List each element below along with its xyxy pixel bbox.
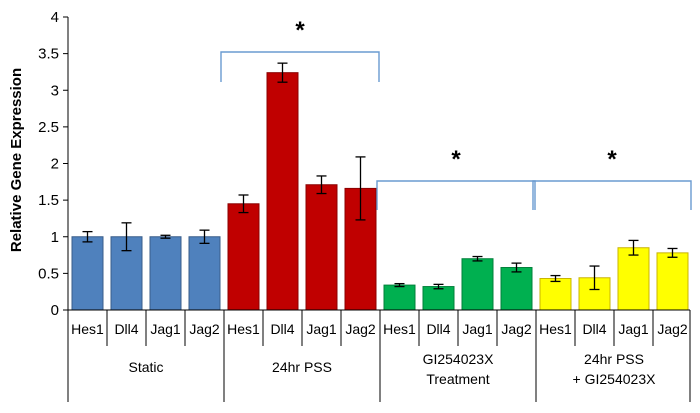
x-group-label: Treatment <box>426 371 489 387</box>
y-tick-label: 1.5 <box>38 192 59 209</box>
x-category-label: Hes1 <box>71 321 104 337</box>
x-category-label: Dll4 <box>270 321 294 337</box>
bar <box>539 278 572 311</box>
bar <box>305 184 338 311</box>
bar <box>71 236 104 311</box>
x-category-label: Dll4 <box>582 321 606 337</box>
y-tick-label: 1 <box>51 229 59 246</box>
x-category-label: Jag2 <box>501 321 532 337</box>
significance-bracket <box>220 51 380 82</box>
x-category-label: Jag2 <box>345 321 376 337</box>
x-category-label: Jag1 <box>150 321 181 337</box>
x-group-label: 24hr PSS <box>584 351 644 367</box>
bar <box>188 236 221 311</box>
y-tick-label: 4 <box>51 9 59 26</box>
x-category-label: Dll4 <box>114 321 138 337</box>
bar <box>383 284 416 311</box>
x-category-label: Hes1 <box>539 321 572 337</box>
x-group-label: + GI254023X <box>573 371 657 387</box>
x-category-label: Hes1 <box>383 321 416 337</box>
x-group-label: 24hr PSS <box>272 359 332 375</box>
bar <box>500 267 533 311</box>
y-tick-label: 2 <box>51 156 59 173</box>
x-category-label: Jag2 <box>189 321 220 337</box>
x-category-label: Jag1 <box>462 321 493 337</box>
x-group-label: GI254023X <box>423 351 494 367</box>
y-tick-label: 0.5 <box>38 265 59 282</box>
y-tick-label: 3.5 <box>38 46 59 63</box>
x-group-label: Static <box>128 359 163 375</box>
bar <box>227 203 260 311</box>
x-category-label: Jag1 <box>618 321 649 337</box>
y-tick-label: 0 <box>51 302 59 319</box>
y-axis-label: Relative Gene Expression <box>8 68 25 252</box>
x-category-label: Jag1 <box>306 321 337 337</box>
significance-star: * <box>607 146 617 173</box>
bar <box>149 236 182 311</box>
bar <box>422 286 455 311</box>
y-tick-label: 3 <box>51 82 59 99</box>
significance-star: * <box>295 17 305 44</box>
x-category-label: Dll4 <box>426 321 450 337</box>
significance-bracket <box>532 180 692 210</box>
x-category-label: Hes1 <box>227 321 260 337</box>
bar <box>110 236 143 311</box>
bar <box>461 258 494 311</box>
bar <box>266 72 299 311</box>
bar <box>617 247 650 311</box>
y-tick-label: 2.5 <box>38 119 59 136</box>
bar <box>656 252 689 311</box>
x-category-label: Jag2 <box>657 321 688 337</box>
significance-bracket <box>376 180 536 210</box>
significance-star: * <box>451 146 461 173</box>
